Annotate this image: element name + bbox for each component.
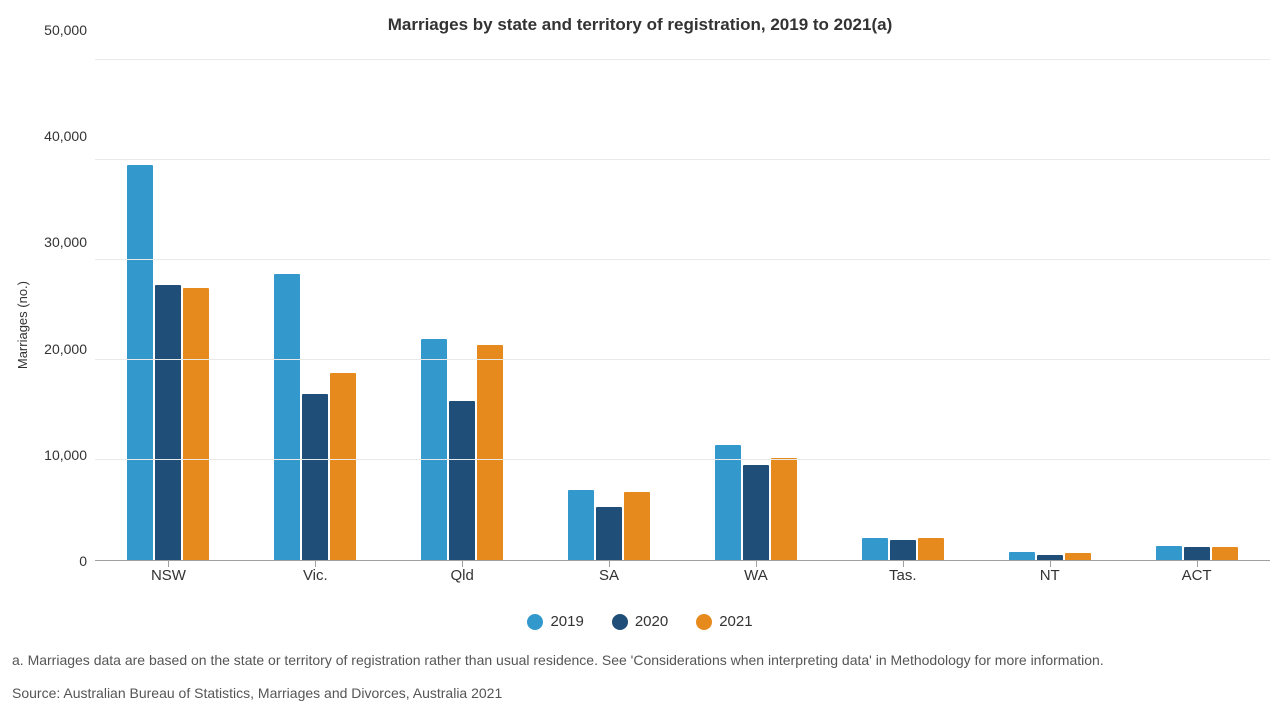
bar: [330, 373, 356, 560]
bar: [155, 285, 181, 560]
x-axis-label: NT: [976, 561, 1123, 591]
footnote-a: a. Marriages data are based on the state…: [10, 644, 1270, 677]
bar: [1184, 547, 1210, 560]
bar-group: [829, 60, 976, 560]
legend-label: 2021: [719, 613, 752, 630]
y-tick-label: 30,000: [44, 234, 87, 250]
x-axis-label: Qld: [389, 561, 536, 591]
bar: [918, 538, 944, 560]
legend-swatch: [527, 614, 543, 630]
bar: [274, 274, 300, 560]
bar: [743, 465, 769, 560]
bar-group: [536, 60, 683, 560]
bar: [421, 339, 447, 560]
x-axis-label: NSW: [95, 561, 242, 591]
plot-area: [95, 60, 1270, 561]
bar: [771, 458, 797, 560]
y-tick-label: 40,000: [44, 128, 87, 144]
x-axis-labels: NSWVic.QldSAWATas.NTACT: [95, 561, 1270, 591]
plot-outer: NSWVic.QldSAWATas.NTACT: [95, 60, 1270, 591]
bar: [449, 401, 475, 560]
bar: [624, 492, 650, 560]
bar-group: [95, 60, 242, 560]
bar: [715, 445, 741, 560]
bar: [862, 538, 888, 560]
y-axis-label: Marriages (no.): [10, 281, 35, 369]
bar-group: [389, 60, 536, 560]
y-tick-label: 0: [79, 553, 87, 569]
legend-item: 2020: [612, 613, 668, 630]
bar: [1212, 547, 1238, 560]
bar: [568, 490, 594, 560]
bar: [1065, 553, 1091, 560]
bar: [127, 165, 153, 560]
bar: [596, 507, 622, 560]
x-axis-label: Vic.: [242, 561, 389, 591]
x-axis-label: Tas.: [829, 561, 976, 591]
bar: [1156, 546, 1182, 560]
legend-label: 2019: [550, 613, 583, 630]
gridline: [95, 59, 1270, 60]
bar: [1009, 552, 1035, 560]
legend-item: 2019: [527, 613, 583, 630]
y-tick-label: 10,000: [44, 447, 87, 463]
bar-group: [1123, 60, 1270, 560]
x-axis-label: SA: [536, 561, 683, 591]
legend: 2019 2020 2021: [10, 591, 1270, 644]
bar-group: [976, 60, 1123, 560]
bar-group: [683, 60, 830, 560]
x-axis-label: WA: [683, 561, 830, 591]
legend-swatch: [696, 614, 712, 630]
chart-container: Marriages by state and territory of regi…: [0, 0, 1280, 720]
bar-group: [242, 60, 389, 560]
chart-body: Marriages (no.) 0 10,000 20,000 30,000 40,00…: [10, 60, 1270, 591]
gridline: [95, 459, 1270, 460]
legend-swatch: [612, 614, 628, 630]
gridline: [95, 259, 1270, 260]
y-axis: 010,00020,00030,00040,00050,000: [35, 60, 95, 591]
bar: [1037, 555, 1063, 560]
bar: [890, 540, 916, 560]
y-tick-label: 20,000: [44, 341, 87, 357]
legend-item: 2021: [696, 613, 752, 630]
x-axis-label: ACT: [1123, 561, 1270, 591]
bar: [183, 288, 209, 560]
legend-label: 2020: [635, 613, 668, 630]
bar-groups: [95, 60, 1270, 560]
footnote-source: Source: Australian Bureau of Statistics,…: [10, 677, 1270, 710]
y-tick-label: 50,000: [44, 22, 87, 38]
chart-title: Marriages by state and territory of regi…: [10, 15, 1270, 35]
bar: [477, 345, 503, 560]
gridline: [95, 359, 1270, 360]
bar: [302, 394, 328, 560]
gridline: [95, 159, 1270, 160]
